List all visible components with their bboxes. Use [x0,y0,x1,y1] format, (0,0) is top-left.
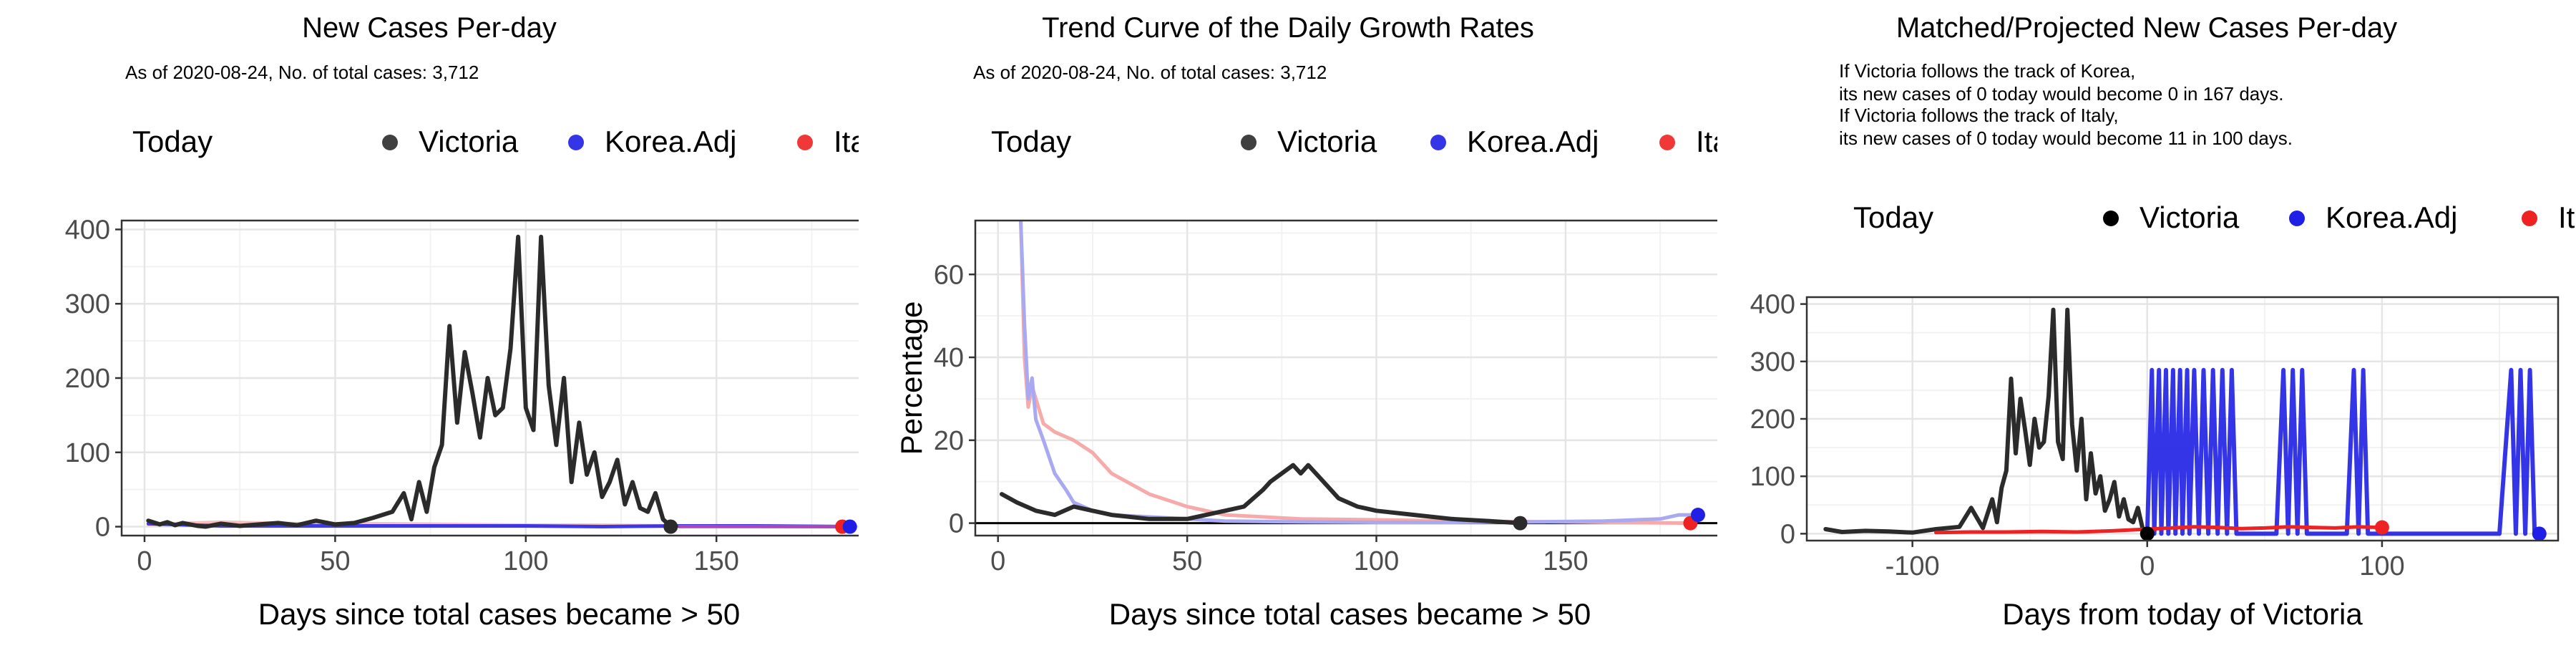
korea-dot-icon [2289,211,2305,226]
chart-subtitle: As of 2020-08-24, No. of total cases: 3,… [973,62,1327,83]
italy-dot-icon [2522,211,2537,226]
x-tick-label: 150 [1543,546,1588,576]
today-point [2532,526,2547,541]
y-tick-label: 100 [1750,462,1795,492]
y-tick-label: 200 [1750,405,1795,435]
y-tick-label: 400 [65,215,110,245]
y-tick-label: 400 [1750,290,1795,320]
y-tick-label: 200 [65,364,110,394]
legend-item-label: Korea.Adj [1467,125,1599,158]
today-point [663,519,678,534]
annotation-line: its new cases of 0 today would become 0 … [1839,83,2283,105]
legend-item-label: Korea.Adj [605,125,736,158]
x-axis-label: Days from today of Victoria [2002,597,2363,631]
series-group [1000,221,1700,526]
korea-dot-icon [568,135,584,150]
legend-item-label: Victoria [419,125,519,158]
chart-title: Matched/Projected New Cases Per-day [1896,12,2397,44]
series-group [146,234,852,529]
x-tick-label: 0 [990,546,1005,576]
chart-new-cases: New Cases Per-day As of 2020-08-24, No. o… [65,12,939,631]
chart-title: New Cases Per-day [302,12,557,44]
legend-today-label: Today [991,125,1071,158]
series-line-victoria [1823,307,2150,536]
series-line-korea-adj [1019,221,1700,524]
series-line-victoria [1000,463,1523,526]
x-tick-label: 50 [1172,546,1202,576]
series-group [1823,307,2542,536]
today-point [2140,526,2155,541]
y-axis-label: Percentage [894,301,928,455]
italy-dot-icon [1659,135,1675,150]
legend-today-label: Today [1853,200,1933,234]
panel-new-cases: New Cases Per-day As of 2020-08-24, No. o… [0,0,939,644]
legend-item-label: Victoria [1277,125,1377,158]
chart-title: Trend Curve of the Daily Growth Rates [1042,12,1534,44]
annotation-line: If Victoria follows the track of Korea, [1839,60,2135,82]
annotation-line: If Victoria follows the track of Italy, [1839,105,2119,126]
x-tick-label: 100 [1354,546,1399,576]
legend-item-label: Italy.Adj [2558,200,2576,234]
panel-projected-cases: Matched/Projected New Cases Per-day If Vi… [1717,0,2576,644]
korea-dot-icon [1430,135,1446,150]
x-axis-label: Days since total cases became > 50 [1109,597,1591,631]
x-tick-label: 150 [694,546,739,576]
y-tick-label: 0 [1780,519,1795,549]
series-line-italy-adj [1934,525,2384,535]
plot-border [974,219,1726,537]
chart-projected-cases: Matched/Projected New Cases Per-day If Vi… [1750,12,2576,631]
today-point [842,519,857,534]
y-tick-label: 40 [934,343,964,373]
annotation-line: its new cases of 0 today would become 11… [1839,127,2293,149]
legend-item-label: Italy.Adj [1696,125,1717,158]
x-axis-label: Days since total cases became > 50 [258,597,741,631]
chart-subtitle: As of 2020-08-24, No. of total cases: 3,… [125,62,479,83]
legend-today-label: Today [132,125,213,158]
y-tick-label: 100 [65,438,110,468]
x-tick-label: 100 [2359,551,2404,581]
italy-dot-icon [797,135,813,150]
x-tick-label: 0 [2140,551,2155,581]
victoria-dot-icon [382,135,398,150]
victoria-dot-icon [2103,211,2119,226]
panel-growth-rates: Trend Curve of the Daily Growth Rates As … [859,0,1800,644]
series-line-italy-adj [1019,221,1692,526]
chart-growth-rates: Trend Curve of the Daily Growth Rates As … [894,12,1800,631]
legend-item-label: Italy.Adj [834,125,859,158]
today-point [1690,508,1705,523]
today-point [1513,516,1528,531]
y-tick-label: 0 [949,509,964,539]
x-tick-label: 0 [137,546,152,576]
series-line-korea-adj [2145,367,2542,536]
y-tick-label: 300 [1750,347,1795,377]
y-tick-label: 0 [95,513,110,543]
x-tick-label: -100 [1885,551,1940,581]
y-tick-label: 60 [934,260,964,290]
today-point [2374,520,2389,535]
legend-item-label: Korea.Adj [2326,200,2457,234]
x-tick-label: 50 [320,546,350,576]
series-line-victoria [146,234,673,529]
victoria-dot-icon [1241,135,1257,150]
legend-item-label: Victoria [2140,200,2240,234]
y-tick-label: 20 [934,426,964,456]
x-tick-label: 100 [503,546,548,576]
y-tick-label: 300 [65,289,110,319]
